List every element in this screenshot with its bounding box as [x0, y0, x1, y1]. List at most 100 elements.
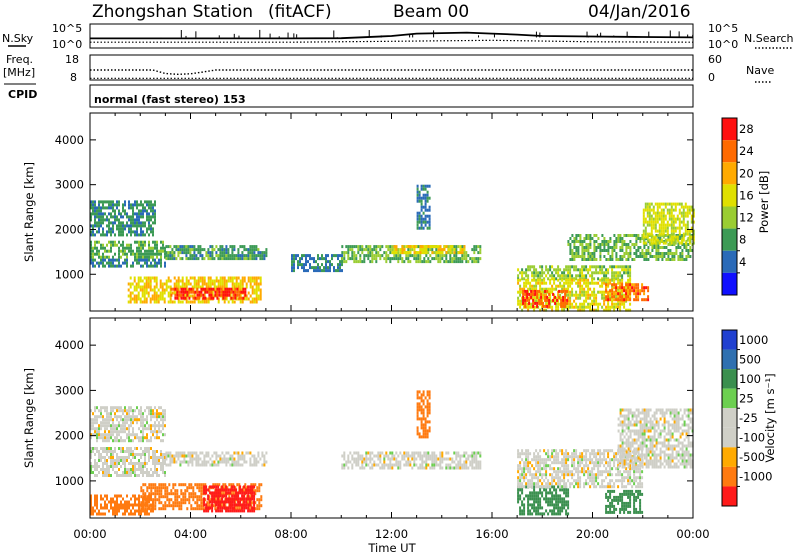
heatmap-cell-velocity — [154, 412, 156, 416]
heatmap-cell-velocity — [203, 491, 206, 495]
heatmap-cell-velocity — [90, 471, 92, 474]
heatmap-cell-power — [613, 249, 616, 252]
heatmap-cell-velocity — [233, 494, 236, 498]
heatmap-cell-velocity — [142, 424, 144, 428]
heatmap-cell-velocity — [254, 483, 257, 487]
heatmap-cell-velocity — [263, 457, 266, 461]
heatmap-cell-velocity — [191, 460, 194, 464]
heatmap-cell-power — [555, 305, 558, 309]
heatmap-cell-power — [637, 246, 640, 249]
heatmap-cell-power — [177, 279, 180, 283]
heatmap-cell-power — [463, 248, 466, 252]
heatmap-cell-velocity — [102, 450, 104, 453]
heatmap-cell-power — [629, 283, 632, 287]
heatmap-cell-velocity — [154, 486, 157, 490]
heatmap-cell-power — [136, 252, 138, 256]
heatmap-cell-power — [605, 278, 608, 282]
heatmap-cell-power — [631, 289, 634, 293]
heatmap-cell-power — [660, 229, 663, 233]
heatmap-cell-power — [92, 246, 94, 250]
heatmap-cell-velocity — [203, 509, 206, 513]
heatmap-cell-power — [553, 274, 556, 278]
heatmap-cell-velocity — [465, 451, 468, 455]
heatmap-cell-power — [106, 230, 108, 234]
heatmap-cell-power — [420, 205, 423, 209]
heatmap-cell-power — [104, 255, 106, 259]
heatmap-cell-velocity — [395, 463, 398, 467]
heatmap-cell-velocity — [160, 439, 162, 443]
heatmap-cell-velocity — [211, 497, 214, 501]
heatmap-cell-velocity — [118, 459, 120, 462]
heatmap-cell-power — [355, 245, 358, 249]
heatmap-cell-power — [323, 266, 325, 270]
heatmap-cell-power — [645, 255, 648, 258]
heatmap-cell-velocity — [92, 412, 94, 416]
heatmap-cell-power — [617, 274, 620, 278]
heatmap-cell-velocity — [162, 507, 165, 511]
heatmap-cell-power — [683, 258, 686, 261]
heatmap-cell-power — [154, 221, 156, 225]
heatmap-cell-power — [629, 255, 632, 258]
heatmap-cell-power — [173, 300, 176, 304]
heatmap-cell-power — [148, 243, 150, 247]
heatmap-cell-power — [96, 230, 98, 234]
heatmap-cell-power — [140, 240, 142, 244]
heatmap-cell-power — [605, 271, 608, 275]
heatmap-cell-velocity — [231, 488, 234, 492]
heatmap-cell-velocity — [198, 483, 201, 487]
heatmap-cell-power — [118, 255, 120, 259]
heatmap-cell-velocity — [122, 471, 124, 474]
heatmap-cell-power — [599, 290, 602, 294]
heatmap-cell-velocity — [130, 439, 132, 443]
heatmap-cell-power — [371, 260, 374, 264]
heatmap-cell-power — [92, 249, 94, 253]
heatmap-cell-power — [152, 249, 154, 253]
heatmap-cell-velocity — [166, 489, 169, 493]
heatmap-cell-power — [230, 296, 233, 300]
heatmap-cell-power — [424, 196, 427, 200]
heatmap-cell-power — [110, 264, 112, 268]
heatmap-cell-velocity — [244, 483, 247, 487]
heatmap-cell-velocity — [188, 492, 191, 496]
heatmap-cell-power — [399, 254, 402, 258]
heatmap-cell-power — [559, 293, 562, 297]
heatmap-cell-power — [307, 254, 309, 258]
heatmap-cell-power — [644, 226, 647, 230]
heatmap-cell-velocity — [236, 507, 239, 511]
heatmap-cell-power — [658, 202, 661, 206]
heatmap-cell-velocity — [471, 463, 474, 467]
heatmap-cell-velocity — [124, 406, 126, 410]
heatmap-cell-power — [341, 263, 343, 267]
heatmap-cell-velocity — [173, 454, 176, 458]
heatmap-cell-velocity — [465, 457, 468, 461]
heatmap-cell-velocity — [98, 465, 100, 468]
heatmap-cell-velocity — [381, 463, 384, 467]
heatmap-cell-power — [133, 300, 136, 304]
heatmap-cell-power — [110, 240, 112, 244]
heatmap-cell-velocity — [209, 500, 212, 504]
heatmap-cell-power — [90, 215, 92, 219]
heatmap-cell-velocity — [221, 497, 224, 501]
heatmap-cell-power — [573, 258, 576, 261]
heatmap-cell-power — [223, 300, 226, 304]
heatmap-cell-velocity — [196, 495, 199, 499]
heatmap-cell-power — [688, 241, 691, 245]
heatmap-cell-velocity — [150, 497, 152, 501]
heatmap-cell-velocity — [156, 471, 158, 474]
heatmap-cell-power — [607, 246, 610, 249]
heatmap-cell-power — [118, 233, 120, 237]
heatmap-cell-velocity — [98, 512, 100, 516]
heatmap-cell-power — [603, 278, 606, 282]
heatmap-cell-power — [138, 258, 140, 262]
heatmap-cell-power — [259, 276, 262, 280]
heatmap-cell-velocity — [140, 512, 142, 516]
heatmap-cell-power — [134, 258, 136, 262]
heatmap-cell-power — [179, 245, 182, 249]
heatmap-cell-velocity — [100, 512, 102, 516]
heatmap-cell-power — [126, 252, 128, 256]
heatmap-cell-power — [387, 257, 390, 261]
heatmap-cell-velocity — [211, 503, 214, 507]
heatmap-cell-power — [130, 264, 132, 268]
heatmap-cell-power — [100, 243, 102, 247]
heatmap-cell-power — [178, 290, 181, 294]
